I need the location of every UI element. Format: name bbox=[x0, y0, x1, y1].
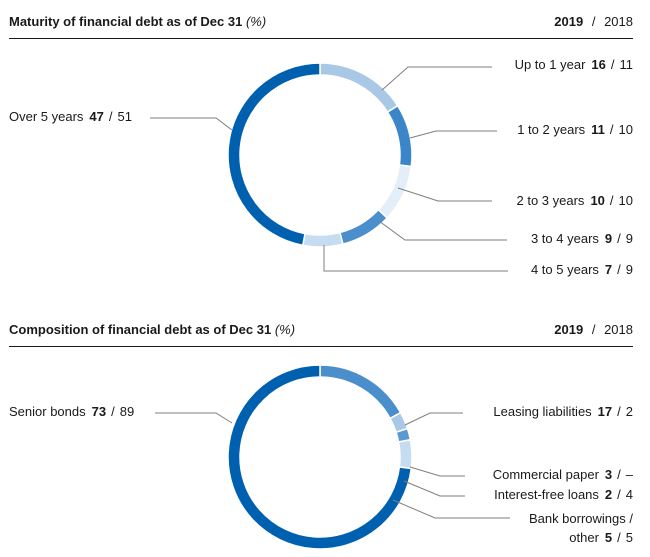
label-senior-bonds: Senior bonds 73/89 bbox=[9, 404, 135, 419]
leader-line-bank-borrowings-other bbox=[392, 499, 510, 519]
maturity-chart-section: Maturity of financial debt as of Dec 31 … bbox=[9, 14, 634, 277]
maturity-chart-title: Maturity of financial debt as of Dec 31 … bbox=[9, 14, 267, 29]
label-up-to-1-year: Up to 1 year 16/11 bbox=[514, 57, 633, 72]
leader-line-over-5-years bbox=[150, 117, 233, 131]
slice-up-to-1-year bbox=[319, 62, 399, 114]
composition-chart-unit: (%) bbox=[274, 322, 296, 337]
slice-senior-bonds bbox=[227, 364, 413, 550]
leader-line-3-to-4-years bbox=[378, 220, 507, 241]
maturity-donut-chart bbox=[150, 62, 508, 272]
leader-line-up-to-1-year bbox=[381, 66, 492, 91]
label-over-5-years: Over 5 years 47/51 bbox=[9, 109, 132, 124]
slice-4-to-5-years bbox=[301, 231, 344, 248]
composition-donut-chart bbox=[155, 364, 510, 550]
composition-chart-header: Composition of financial debt as of Dec … bbox=[9, 322, 633, 347]
slice-3-to-4-years bbox=[338, 208, 389, 246]
label-2-to-3-years: 2 to 3 years 10/10 bbox=[516, 193, 634, 208]
slice-2-to-3-years bbox=[377, 164, 413, 220]
maturity-chart-years: 2019 / 2018 bbox=[554, 14, 633, 29]
leader-line-interest-free-loans bbox=[403, 480, 465, 497]
slice-1-to-2-years bbox=[386, 104, 413, 168]
leader-line-commercial-paper bbox=[409, 466, 465, 477]
label-interest-free-loans: Interest-free loans 2/4 bbox=[494, 487, 633, 502]
leader-line-4-to-5-years bbox=[323, 245, 508, 272]
leader-line-leasing-liabilities bbox=[404, 412, 463, 426]
label-commercial-paper: Commercial paper 3/– bbox=[492, 467, 633, 482]
slice-leasing-liabilities bbox=[319, 364, 402, 420]
maturity-chart-header: Maturity of financial debt as of Dec 31 … bbox=[9, 14, 633, 39]
composition-chart-years: 2019 / 2018 bbox=[554, 322, 633, 337]
label-4-to-5-years: 4 to 5 years 7/9 bbox=[530, 262, 633, 277]
label-1-to-2-years: 1 to 2 years 11/10 bbox=[517, 122, 633, 137]
slice-bank-borrowings-other bbox=[397, 438, 413, 470]
year-current: 2019 bbox=[554, 14, 584, 29]
label-leasing-liabilities: Leasing liabilities 17/2 bbox=[493, 404, 633, 419]
composition-chart-title: Composition of financial debt as of Dec … bbox=[9, 322, 296, 337]
maturity-chart-unit: (%) bbox=[245, 14, 267, 29]
leader-line-senior-bonds bbox=[155, 412, 233, 424]
label-bank-borrowings-other: Bank borrowings / other 5/5 bbox=[528, 511, 633, 545]
slice-over-5-years bbox=[227, 62, 321, 247]
leader-line-2-to-3-years bbox=[397, 187, 492, 202]
leader-line-1-to-2-years bbox=[409, 130, 497, 139]
label-3-to-4-years: 3 to 4 years 9/9 bbox=[530, 231, 633, 246]
year-previous: 2018 bbox=[604, 322, 633, 337]
year-previous: 2018 bbox=[604, 14, 633, 29]
year-current: 2019 bbox=[554, 322, 584, 337]
composition-chart-section: Composition of financial debt as of Dec … bbox=[0, 300, 650, 557]
